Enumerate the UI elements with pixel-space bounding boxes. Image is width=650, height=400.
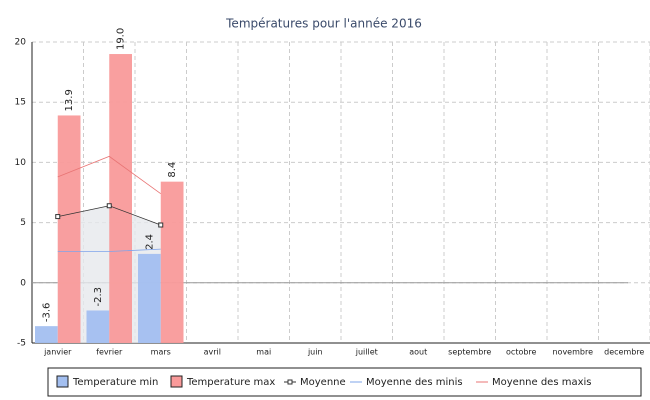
value-label: 2.4	[144, 234, 155, 250]
line	[57, 155, 161, 195]
legend-label: Moyenne des maxis	[492, 377, 592, 388]
bar	[160, 181, 184, 343]
legend-swatch	[56, 375, 69, 388]
legend-label: Temperature min	[72, 377, 158, 388]
value-label: 19.0	[116, 28, 127, 50]
value-label: 13.9	[64, 89, 75, 111]
line-marker	[158, 222, 164, 228]
x-tick-label: juillet	[355, 348, 378, 357]
legend-marker	[287, 379, 293, 385]
x-tick-label: juin	[307, 348, 323, 357]
x-tick-label: janvier	[43, 348, 72, 357]
line	[57, 248, 161, 252]
y-tick-label: 15	[15, 98, 26, 108]
legend-label: Moyenne	[300, 377, 346, 388]
legend-box	[47, 367, 642, 397]
x-tick-label: mai	[256, 348, 271, 357]
y-tick-label: 20	[15, 38, 27, 48]
y-tick-label: -5	[17, 339, 26, 349]
x-tick-label: fevrier	[96, 348, 123, 357]
bar	[86, 310, 110, 343]
x-tick-label: novembre	[552, 348, 593, 357]
line-marker	[55, 214, 61, 220]
y-tick-label: 10	[15, 158, 27, 168]
x-tick-label: aout	[409, 348, 427, 357]
legend-label: Moyenne des minis	[366, 377, 463, 388]
line-marker	[106, 203, 112, 209]
value-label: 8.4	[167, 162, 178, 178]
x-tick-label: mars	[151, 348, 171, 357]
bar	[57, 115, 81, 343]
legend-swatch	[170, 375, 183, 388]
value-label: -2.3	[93, 287, 104, 307]
value-label: -3.6	[41, 303, 52, 323]
bar	[35, 326, 58, 343]
chart-title: Températures pour l'année 2016	[225, 17, 422, 31]
y-tick-label: 5	[20, 218, 26, 228]
x-tick-label: septembre	[448, 348, 491, 357]
x-tick-label: octobre	[506, 348, 537, 357]
bar	[138, 253, 161, 343]
x-tick-label: avril	[204, 348, 221, 357]
legend-label: Temperature max	[186, 377, 275, 388]
bar	[109, 54, 132, 343]
y-tick-label: 0	[20, 278, 26, 288]
x-tick-label: decembre	[604, 348, 644, 357]
